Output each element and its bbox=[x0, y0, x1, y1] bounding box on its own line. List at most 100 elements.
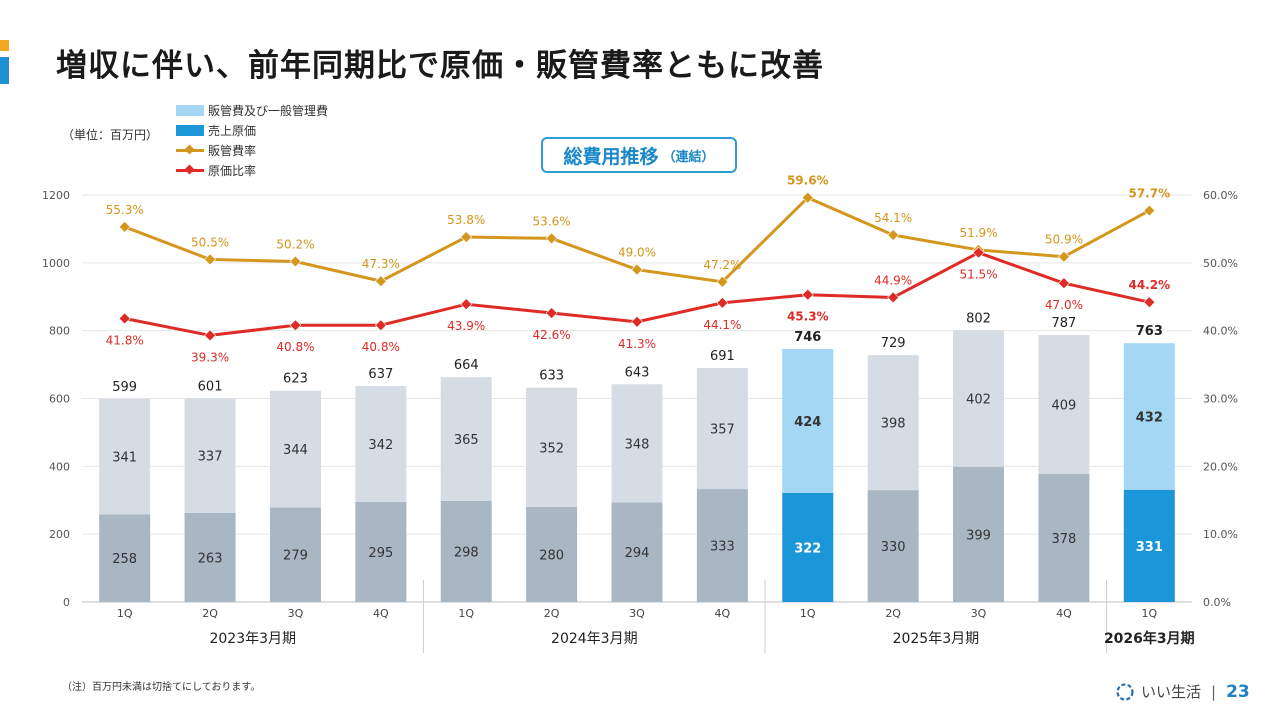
bar-cogs bbox=[1123, 489, 1175, 602]
y-left-tick-label: 800 bbox=[49, 325, 70, 338]
x-tick-label: 2Q bbox=[544, 607, 560, 620]
sga-rate-label: 53.8% bbox=[447, 213, 485, 227]
sga-rate-point bbox=[716, 275, 729, 288]
group-label: 2024年3月期 bbox=[551, 631, 638, 647]
cogs-rate-point bbox=[1057, 277, 1070, 290]
bar-total-label: 787 bbox=[1052, 316, 1077, 331]
cogs-rate-point bbox=[631, 315, 643, 328]
bar-cogs-label: 330 bbox=[881, 540, 906, 555]
bar-total-label: 802 bbox=[966, 311, 991, 326]
bar-sga bbox=[611, 384, 663, 503]
bar-sga-label: 357 bbox=[710, 423, 735, 438]
cogs-rate-label: 42.6% bbox=[533, 328, 571, 342]
bar-cogs-label: 322 bbox=[794, 541, 821, 556]
chart-legend: 販管費及び一般管理費 売上原価 販管費率 原価比率 bbox=[176, 100, 328, 180]
bar-cogs-label: 295 bbox=[368, 546, 393, 561]
sga-rate-point bbox=[801, 191, 814, 204]
cogs-rate-point bbox=[289, 319, 302, 332]
bar-cogs bbox=[953, 466, 1005, 602]
bar-sga-label: 352 bbox=[539, 441, 564, 456]
bar-total-label: 623 bbox=[283, 372, 308, 387]
bar-cogs bbox=[440, 500, 492, 602]
y-left-tick-label: 0 bbox=[63, 596, 70, 609]
legend-label: 販管費率 bbox=[208, 143, 257, 158]
x-tick-label: 1Q bbox=[800, 607, 816, 620]
badge-sub: （連結） bbox=[662, 149, 715, 165]
accent-bottom bbox=[0, 57, 9, 84]
y-left-tick-label: 600 bbox=[49, 393, 70, 406]
sga-rate-label: 50.2% bbox=[276, 237, 314, 251]
sga-rate-point bbox=[374, 275, 387, 288]
bar-sga-label: 341 bbox=[112, 451, 137, 466]
sga-rate-point bbox=[289, 255, 302, 268]
legend-label: 原価比率 bbox=[208, 163, 257, 178]
y-right-tick-label: 60.0% bbox=[1203, 189, 1238, 202]
bar-sga bbox=[440, 377, 492, 501]
bar-cogs bbox=[867, 490, 919, 602]
sga-rate-label: 55.3% bbox=[106, 203, 144, 217]
sga-rate-label: 57.7% bbox=[1128, 187, 1170, 201]
bar-sga-label: 337 bbox=[198, 450, 223, 465]
bar-sga-label: 409 bbox=[1052, 398, 1077, 413]
badge-main: 総費用推移 bbox=[563, 145, 659, 168]
y-right-tick-label: 0.0% bbox=[1203, 596, 1231, 609]
x-tick-label: 4Q bbox=[715, 607, 731, 620]
group-label: 2023年3月期 bbox=[209, 631, 296, 647]
cogs-rate-label: 51.5% bbox=[959, 268, 997, 282]
cogs-rate-point bbox=[801, 288, 814, 301]
bar-sga bbox=[953, 330, 1005, 467]
cogs-rate-label: 44.1% bbox=[703, 318, 741, 332]
sga-rate-point bbox=[545, 232, 558, 245]
bar-total-label: 633 bbox=[539, 369, 564, 384]
cogs-rate-point bbox=[972, 246, 985, 259]
bar-total-label: 746 bbox=[794, 330, 821, 345]
chart-badge: 総費用推移 （連結） bbox=[541, 137, 737, 173]
y-left-tick-label: 1200 bbox=[42, 189, 70, 202]
bar-sga bbox=[867, 355, 919, 491]
legend-item-sga: 販管費及び一般管理費 bbox=[176, 100, 328, 120]
sga-rate-label: 47.2% bbox=[703, 258, 741, 272]
x-tick-label: 1Q bbox=[1141, 607, 1157, 620]
bar-cogs-label: 333 bbox=[710, 540, 735, 555]
bar-total-label: 643 bbox=[625, 365, 650, 380]
bar-sga-label: 348 bbox=[625, 437, 650, 452]
x-tick-label: 3Q bbox=[971, 607, 987, 620]
cogs-rate-point bbox=[545, 307, 558, 319]
bar-sga-label: 424 bbox=[794, 415, 821, 430]
x-tick-label: 1Q bbox=[458, 607, 474, 620]
bar-cogs bbox=[526, 507, 578, 602]
sga-rate-label: 47.3% bbox=[362, 257, 400, 271]
cogs-rate-label: 44.9% bbox=[874, 273, 912, 287]
bar-cogs-label: 331 bbox=[1136, 540, 1163, 555]
legend-item-cogs-rate: 原価比率 bbox=[176, 160, 328, 180]
bar-sga-label: 342 bbox=[368, 438, 393, 453]
cogs-rate-label: 41.8% bbox=[106, 333, 144, 347]
cogs-rate-label: 47.0% bbox=[1045, 298, 1083, 312]
sga-rate-point bbox=[1143, 204, 1156, 217]
bar-sga-label: 344 bbox=[283, 443, 308, 458]
y-left-tick-label: 200 bbox=[49, 528, 70, 541]
y-right-tick-label: 20.0% bbox=[1203, 460, 1238, 473]
cogs-rate-point bbox=[716, 296, 729, 309]
sga-rate-point bbox=[887, 229, 900, 241]
footnote: （注）百万円未満は切捨てにしております。 bbox=[62, 682, 261, 693]
brand-logo-icon bbox=[1116, 682, 1134, 701]
bar-cogs bbox=[696, 489, 748, 602]
y-left-tick-label: 1000 bbox=[42, 257, 70, 270]
sga-rate-label: 50.9% bbox=[1045, 233, 1083, 247]
bar-cogs-label: 298 bbox=[454, 545, 479, 560]
sga-rate-point bbox=[204, 253, 217, 266]
bar-cogs bbox=[782, 492, 834, 602]
bar-total-label: 729 bbox=[881, 336, 906, 351]
bar-cogs-label: 263 bbox=[198, 551, 223, 566]
y-right-tick-label: 50.0% bbox=[1203, 257, 1238, 270]
legend-label: 販管費及び一般管理費 bbox=[208, 103, 329, 118]
bar-total-label: 637 bbox=[368, 367, 393, 382]
bar-total-label: 691 bbox=[710, 349, 735, 364]
bar-cogs bbox=[355, 501, 407, 602]
unit-label: （単位：百万円） bbox=[62, 128, 159, 142]
bar-cogs-label: 280 bbox=[539, 549, 564, 564]
accent-top bbox=[0, 40, 9, 51]
y-left-tick-label: 400 bbox=[49, 460, 70, 473]
